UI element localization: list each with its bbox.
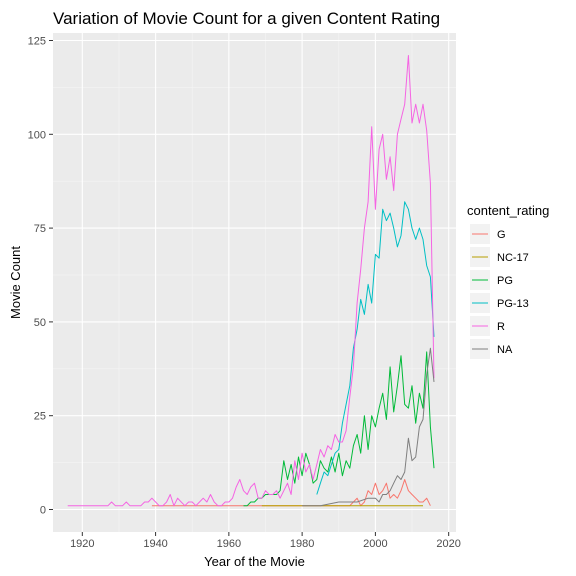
chart-title: Variation of Movie Count for a given Con…: [53, 9, 440, 28]
legend-label: G: [497, 229, 506, 241]
plot-panel: [53, 33, 456, 532]
legend-label: NA: [497, 344, 513, 356]
y-axis-title: Movie Count: [8, 246, 23, 319]
legend-label: NC-17: [497, 252, 529, 264]
legend-title: content_rating: [467, 203, 549, 218]
legend-label: PG: [497, 275, 513, 287]
x-tick-label: 2020: [436, 538, 460, 550]
x-tick-label: 1960: [217, 538, 241, 550]
y-tick-label: 125: [28, 36, 46, 48]
legend-label: R: [497, 321, 505, 333]
y-tick-label: 25: [34, 411, 46, 423]
y-tick-label: 0: [40, 504, 46, 516]
y-tick-label: 100: [28, 129, 46, 141]
y-tick-label: 50: [34, 317, 46, 329]
x-tick-label: 2000: [363, 538, 387, 550]
x-tick-label: 1940: [143, 538, 167, 550]
legend-label: PG-13: [497, 298, 529, 310]
x-tick-label: 1920: [70, 538, 94, 550]
x-tick-label: 1980: [290, 538, 314, 550]
x-axis-title: Year of the Movie: [204, 554, 305, 569]
y-tick-label: 75: [34, 223, 46, 235]
